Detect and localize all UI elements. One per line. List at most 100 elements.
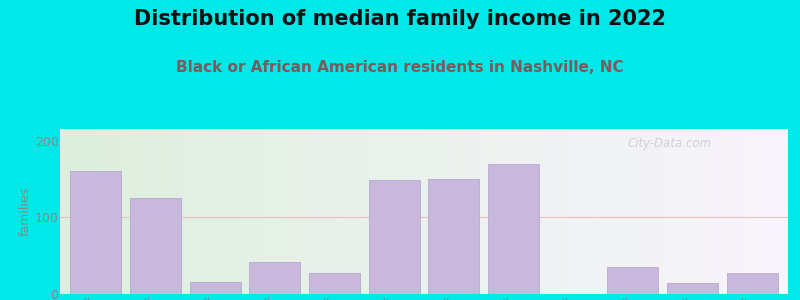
Bar: [737, 129, 741, 294]
Bar: [318, 129, 322, 294]
Bar: [748, 129, 752, 294]
Bar: [147, 129, 151, 294]
Bar: [366, 129, 370, 294]
Bar: [130, 198, 181, 294]
Bar: [126, 129, 129, 294]
Bar: [650, 129, 654, 294]
Bar: [711, 129, 715, 294]
Bar: [657, 129, 661, 294]
Bar: [624, 129, 628, 294]
Bar: [726, 129, 730, 294]
Bar: [129, 129, 133, 294]
Bar: [326, 129, 330, 294]
Bar: [628, 129, 631, 294]
Bar: [370, 129, 373, 294]
Bar: [190, 283, 241, 294]
Bar: [734, 129, 737, 294]
Bar: [770, 129, 774, 294]
Bar: [708, 129, 711, 294]
Bar: [170, 129, 173, 294]
Bar: [307, 129, 311, 294]
Bar: [682, 129, 686, 294]
Bar: [715, 129, 719, 294]
Bar: [518, 129, 522, 294]
Bar: [537, 129, 541, 294]
Bar: [253, 129, 257, 294]
Bar: [762, 129, 766, 294]
Bar: [591, 129, 595, 294]
Bar: [617, 129, 621, 294]
Bar: [220, 129, 224, 294]
Bar: [522, 129, 526, 294]
Bar: [431, 129, 435, 294]
Bar: [766, 129, 770, 294]
Text: City-Data.com: City-Data.com: [628, 137, 712, 150]
Bar: [435, 129, 438, 294]
Bar: [70, 171, 121, 294]
Bar: [424, 129, 428, 294]
Bar: [730, 129, 734, 294]
Bar: [781, 129, 784, 294]
Bar: [588, 129, 591, 294]
Bar: [530, 129, 534, 294]
Bar: [488, 164, 539, 294]
Bar: [686, 129, 690, 294]
Text: Black or African American residents in Nashville, NC: Black or African American residents in N…: [176, 60, 624, 75]
Bar: [614, 129, 617, 294]
Bar: [526, 129, 530, 294]
Bar: [468, 129, 471, 294]
Bar: [96, 129, 100, 294]
Bar: [621, 129, 624, 294]
Bar: [384, 129, 387, 294]
Bar: [333, 129, 337, 294]
Bar: [71, 129, 74, 294]
Bar: [238, 129, 242, 294]
Bar: [642, 129, 646, 294]
Bar: [227, 129, 231, 294]
Bar: [391, 129, 395, 294]
Bar: [607, 267, 658, 294]
Bar: [100, 129, 104, 294]
Bar: [166, 129, 169, 294]
Bar: [151, 129, 154, 294]
Bar: [694, 129, 697, 294]
Bar: [322, 129, 326, 294]
Bar: [290, 129, 293, 294]
Bar: [577, 129, 581, 294]
Bar: [242, 129, 246, 294]
Bar: [89, 129, 93, 294]
Bar: [453, 129, 457, 294]
Bar: [534, 129, 537, 294]
Bar: [78, 129, 82, 294]
Bar: [337, 129, 340, 294]
Bar: [304, 129, 307, 294]
Y-axis label: families: families: [19, 187, 32, 236]
Bar: [727, 272, 778, 294]
Bar: [697, 129, 701, 294]
Bar: [581, 129, 584, 294]
Text: Distribution of median family income in 2022: Distribution of median family income in …: [134, 9, 666, 29]
Bar: [314, 129, 318, 294]
Bar: [584, 129, 588, 294]
Bar: [184, 129, 187, 294]
Bar: [478, 129, 482, 294]
Bar: [114, 129, 118, 294]
Bar: [654, 129, 657, 294]
Bar: [351, 129, 355, 294]
Bar: [373, 129, 377, 294]
Bar: [309, 272, 360, 294]
Bar: [446, 129, 450, 294]
Bar: [330, 129, 333, 294]
Bar: [570, 129, 574, 294]
Bar: [678, 129, 682, 294]
Bar: [428, 129, 431, 294]
Bar: [347, 129, 351, 294]
Bar: [173, 129, 177, 294]
Bar: [667, 283, 718, 294]
Bar: [755, 129, 759, 294]
Bar: [751, 129, 755, 294]
Bar: [231, 129, 234, 294]
Bar: [187, 129, 191, 294]
Bar: [429, 179, 479, 294]
Bar: [362, 129, 366, 294]
